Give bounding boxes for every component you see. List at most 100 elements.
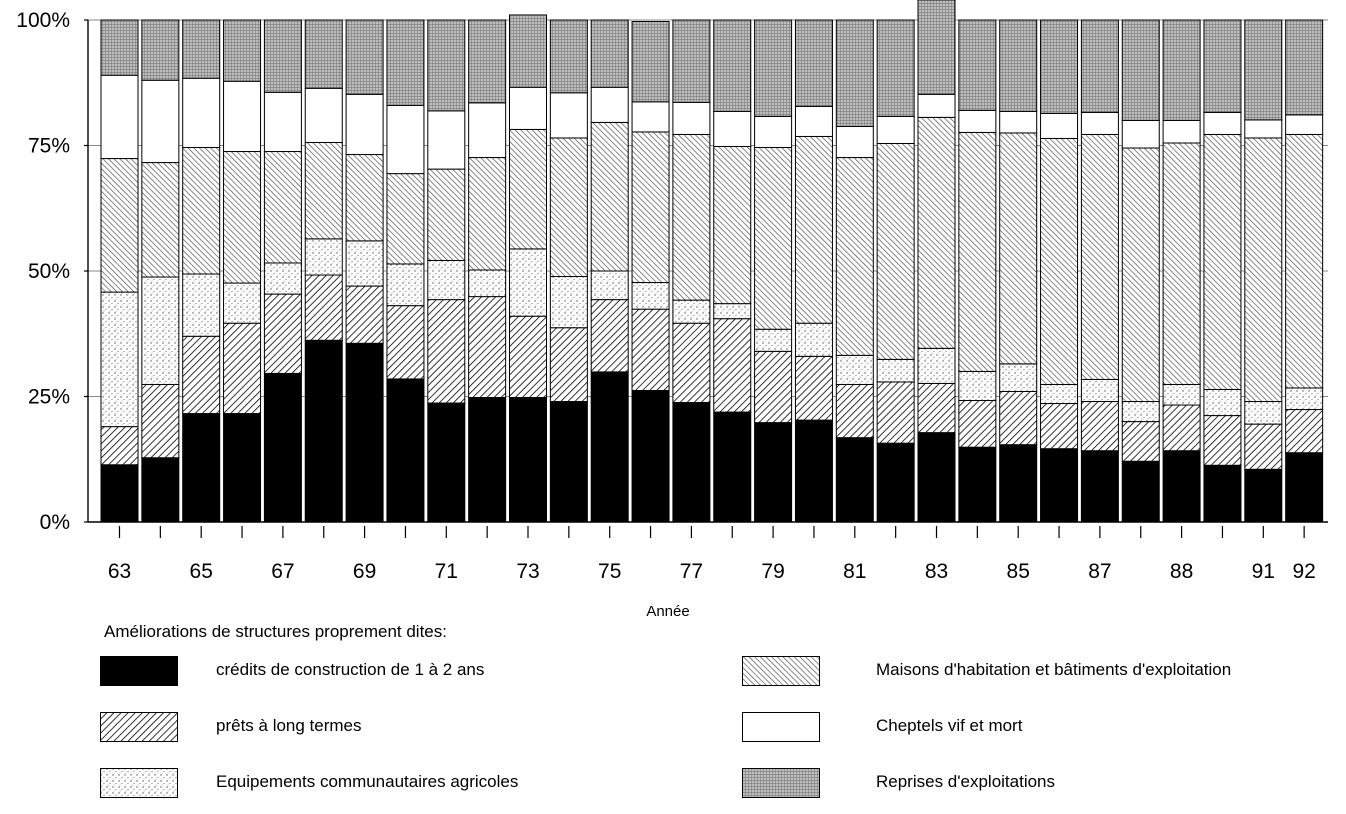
bar-segment (999, 363, 1038, 392)
bar-segment (590, 121, 629, 272)
bar-segment (427, 259, 466, 301)
bar-stack (835, 19, 874, 523)
x-tick-label: 92 (1292, 560, 1315, 583)
bar-stack (590, 19, 629, 523)
bar-stack (917, 0, 956, 523)
bar-segment (223, 322, 262, 415)
bar-stack (631, 21, 670, 523)
bar-segment (713, 110, 752, 148)
bar-segment (549, 401, 588, 523)
bar-segment (1244, 137, 1283, 403)
bar-stack (754, 19, 793, 523)
bar-segment (509, 128, 547, 250)
x-tick-label: 88 (1170, 560, 1193, 583)
bar-segment (1080, 450, 1119, 523)
bar-segment (1244, 119, 1283, 139)
x-tick-label: 73 (516, 560, 539, 583)
bar-segment (631, 308, 670, 391)
bar-segment (713, 303, 752, 320)
bar-segment (468, 269, 507, 298)
bar-segment (672, 101, 711, 135)
bar-segment (386, 19, 425, 106)
bar-segment (754, 19, 793, 117)
bar-segment (917, 432, 956, 523)
bar-segment (917, 116, 956, 349)
bar-segment (100, 158, 139, 293)
bar-segment (304, 19, 343, 89)
bar-segment (100, 464, 139, 523)
bar-segment (835, 354, 874, 385)
y-tick-label: 0% (40, 511, 70, 534)
bar-segment (794, 105, 833, 137)
bar-segment (917, 382, 956, 434)
bar-segment (427, 168, 466, 261)
bar-segment (386, 305, 425, 380)
x-tick-label: 75 (598, 560, 621, 583)
bar-stack (1244, 19, 1283, 523)
bar-segment (1203, 19, 1242, 113)
bar-segment (1285, 133, 1324, 389)
bar-segment (1244, 401, 1283, 425)
bar-segment (468, 19, 507, 104)
bar-stack (1040, 19, 1079, 523)
y-tick-label: 50% (28, 260, 70, 283)
bar-segment (1162, 119, 1201, 144)
bar-segment (141, 457, 180, 523)
bar-segment (1040, 403, 1079, 450)
bar-segment (835, 19, 874, 127)
bar-segment (1285, 19, 1324, 116)
bar-segment (999, 110, 1038, 134)
bar-segment (1080, 111, 1119, 135)
bar-segment (1285, 387, 1324, 411)
x-axis-title: Année (646, 603, 689, 620)
bar-segment (427, 299, 466, 404)
bar-segment (141, 162, 180, 278)
bar-segment (549, 327, 588, 403)
bar-segment (958, 400, 997, 448)
bar-segment (672, 402, 711, 523)
bar-segment (468, 102, 507, 159)
bar-stack (182, 19, 221, 523)
bar-segment (182, 413, 221, 523)
axes: 0% 25% 50% 75% 100% 63 65 67 69 71 73 75 77 79 81 83 85 8… (16, 9, 1328, 583)
bar-segment (468, 157, 507, 271)
x-tick-label: 69 (353, 560, 376, 583)
bar-segment (1285, 409, 1324, 454)
bar-segment (304, 238, 343, 276)
bar-segment (549, 92, 588, 139)
bar-segment (835, 437, 874, 523)
bar-segment (427, 402, 466, 523)
bar-segment (876, 142, 915, 360)
bar-stack (468, 19, 507, 523)
bar-segment (794, 19, 833, 107)
bar-segment (1203, 415, 1242, 466)
bar-segment (958, 19, 997, 111)
bar-segment (1121, 147, 1160, 403)
x-tick-label: 79 (761, 560, 784, 583)
bar-segment (345, 285, 384, 344)
bar-segment (345, 240, 384, 287)
y-tick-label: 25% (28, 386, 70, 409)
bar-segment (794, 419, 833, 523)
bar-segment (263, 372, 302, 523)
bar-segment (999, 444, 1038, 523)
x-tick-label: 67 (271, 560, 294, 583)
bar-stack (509, 14, 547, 523)
bar-segment (263, 151, 302, 264)
y-tick-label: 100% (16, 9, 70, 32)
bar-stack (549, 19, 588, 523)
bar-segment (590, 371, 629, 523)
bar-segment (631, 101, 670, 133)
x-tick-label: 63 (108, 560, 131, 583)
bar-segment (999, 19, 1038, 112)
bar-segment (141, 276, 180, 385)
bar-segment (1285, 114, 1324, 135)
bar-segment (1080, 19, 1119, 113)
bar-segment (141, 79, 180, 164)
bar-segment (1244, 423, 1283, 470)
bar-segment (754, 328, 793, 352)
bar-segment (590, 19, 629, 88)
bar-segment (1162, 450, 1201, 523)
bar-segment (672, 299, 711, 324)
x-tick-label: 77 (680, 560, 703, 583)
